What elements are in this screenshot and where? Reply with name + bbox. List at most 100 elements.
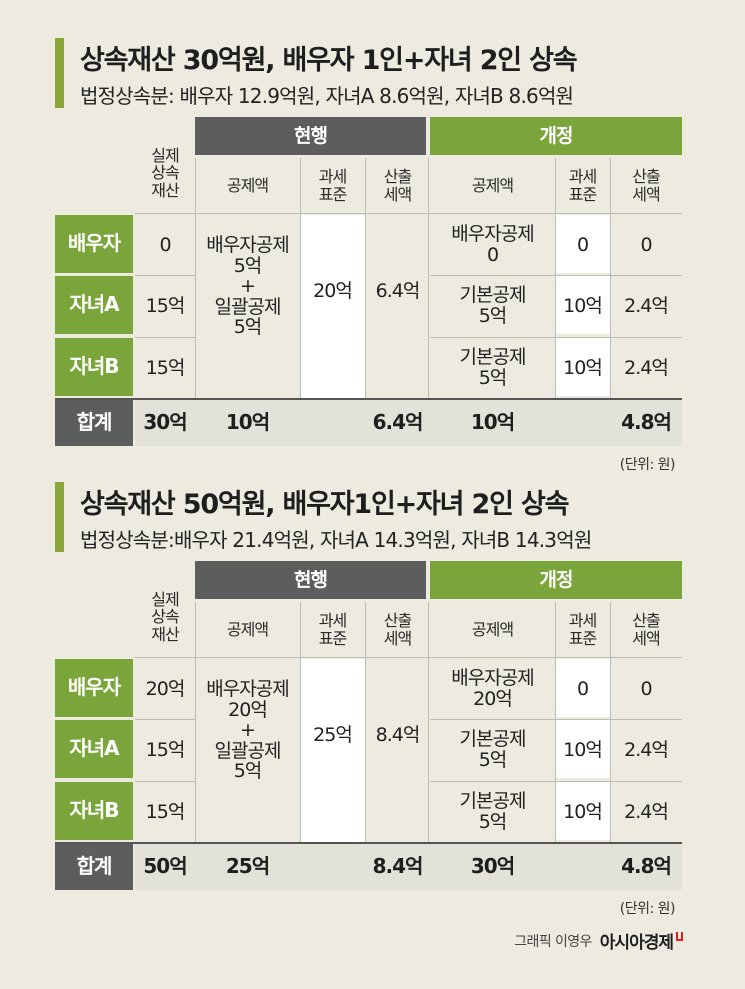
total-actual: 50억 — [143, 854, 187, 879]
col-divider — [300, 602, 301, 842]
total-revised-base: 30억 — [470, 854, 515, 879]
section-title: 상속재산 50억원, 배우자1인+자녀 2인 상속 — [80, 489, 569, 520]
revised-taxbase: 10억 — [563, 356, 603, 379]
unit-note: (단위: 원) — [619, 901, 676, 917]
col-divider — [555, 602, 556, 842]
row-label: 배우자 — [55, 659, 133, 717]
col-header-taxbase-revised: 과세 표준 — [568, 611, 597, 648]
current-tax: 8.4억 — [375, 724, 421, 747]
col-header-deduction-current: 공제액 — [226, 619, 269, 639]
col-header-tax-current: 산출 세액 — [383, 167, 412, 204]
row-divider — [135, 275, 195, 276]
total-row-bg — [135, 400, 682, 446]
row-divider — [135, 719, 195, 720]
revised-tax: 0 — [640, 233, 652, 256]
section-accent-bar — [55, 482, 64, 552]
graphic-credit: 그래픽 이영우 — [514, 933, 592, 950]
total-revised-base: 10억 — [470, 410, 515, 435]
row-label: 자녀A — [55, 720, 133, 778]
section-subtitle: 법정상속분:배우자 21.4억원, 자녀A 14.3억원, 자녀B 14.3억원 — [80, 528, 592, 552]
total-row-bg — [135, 844, 682, 890]
revised-tax: 0 — [640, 677, 652, 700]
actual-value: 15억 — [145, 356, 186, 379]
actual-value: 15억 — [145, 294, 186, 317]
total-current-tax: 8.4억 — [372, 854, 424, 879]
revised-deduction: 배우자공제 0 — [451, 223, 534, 266]
total-top-line — [55, 398, 682, 400]
total-current-base: 25억 — [225, 854, 270, 879]
revised-deduction: 배우자공제 20억 — [451, 667, 534, 710]
group-header-revised: 개정 — [430, 561, 682, 599]
current-taxbase: 20억 — [313, 280, 353, 303]
revised-deduction: 기본공제 5억 — [459, 284, 527, 327]
row-divider — [430, 719, 682, 720]
brand-mark-icon — [676, 932, 683, 941]
total-revised-tax: 4.8억 — [621, 854, 672, 879]
revised-taxbase: 10억 — [563, 738, 603, 761]
revised-tax: 2.4억 — [624, 800, 669, 823]
col-divider — [428, 602, 429, 842]
revised-tax: 2.4억 — [624, 738, 669, 761]
row-label: 자녀B — [55, 782, 133, 840]
current-taxbase-bg — [300, 659, 365, 842]
col-divider — [610, 158, 611, 398]
total-revised-tax: 4.8억 — [621, 410, 672, 435]
total-label: 합계 — [55, 400, 133, 446]
row-divider — [430, 337, 682, 338]
section-subtitle: 법정상속분: 배우자 12.9억원, 자녀A 8.6억원, 자녀B 8.6억원 — [80, 84, 574, 108]
col-header-deduction-current: 공제액 — [226, 175, 269, 195]
actual-value: 15억 — [145, 800, 186, 823]
group-header-current: 현행 — [195, 117, 426, 155]
revised-taxbase-bg — [555, 720, 610, 778]
row-divider — [430, 275, 682, 276]
current-taxbase: 25억 — [313, 724, 353, 747]
current-taxbase-bg — [300, 215, 365, 398]
group-header-revised: 개정 — [430, 117, 682, 155]
current-deduction: 배우자공제 20억 + 일괄공제 5억 — [206, 678, 289, 783]
header-divider — [135, 213, 682, 214]
unit-note: (단위: 원) — [619, 457, 676, 473]
section-accent-bar — [55, 38, 64, 108]
row-label: 자녀B — [55, 338, 133, 396]
revised-taxbase-bg — [555, 276, 610, 334]
revised-taxbase: 10억 — [563, 294, 603, 317]
row-divider — [430, 781, 682, 782]
revised-deduction: 기본공제 5억 — [459, 790, 527, 833]
current-deduction: 배우자공제 5억 + 일괄공제 5억 — [206, 234, 289, 339]
col-header-taxbase-revised: 과세 표준 — [568, 167, 597, 204]
revised-taxbase-bg — [555, 338, 610, 396]
col-header-tax-revised: 산출 세액 — [632, 611, 660, 648]
row-divider — [135, 337, 195, 338]
current-tax: 6.4억 — [375, 280, 421, 303]
revised-taxbase-bg — [555, 215, 610, 273]
actual-value: 20억 — [145, 677, 186, 700]
section-title: 상속재산 30억원, 배우자 1인+자녀 2인 상속 — [80, 45, 578, 76]
col-header-deduction-revised: 공제액 — [471, 175, 514, 195]
group-header-current: 현행 — [195, 561, 426, 599]
revised-taxbase-bg — [555, 659, 610, 717]
col-divider — [365, 158, 366, 398]
revised-deduction: 기본공제 5억 — [459, 346, 527, 389]
col-divider — [610, 602, 611, 842]
revised-taxbase: 10억 — [563, 800, 603, 823]
col-header-deduction-revised: 공제액 — [471, 619, 514, 639]
col-header-actual: 실제 상속 재산 — [151, 590, 179, 644]
revised-deduction: 기본공제 5억 — [459, 728, 527, 771]
row-divider — [135, 781, 195, 782]
col-header-taxbase-current: 과세 표준 — [318, 167, 347, 204]
total-actual: 30억 — [143, 410, 187, 435]
col-divider — [195, 602, 196, 842]
revised-taxbase-bg — [555, 782, 610, 840]
col-divider — [195, 158, 196, 398]
col-divider — [300, 158, 301, 398]
credit: 그래픽 이영우 아시아경제 — [514, 928, 683, 953]
actual-value: 15억 — [145, 738, 186, 761]
revised-tax: 2.4억 — [624, 356, 669, 379]
col-divider — [365, 602, 366, 842]
revised-taxbase: 0 — [576, 233, 589, 256]
total-current-base: 10억 — [225, 410, 270, 435]
header-divider — [135, 657, 682, 658]
revised-tax: 2.4억 — [624, 294, 669, 317]
